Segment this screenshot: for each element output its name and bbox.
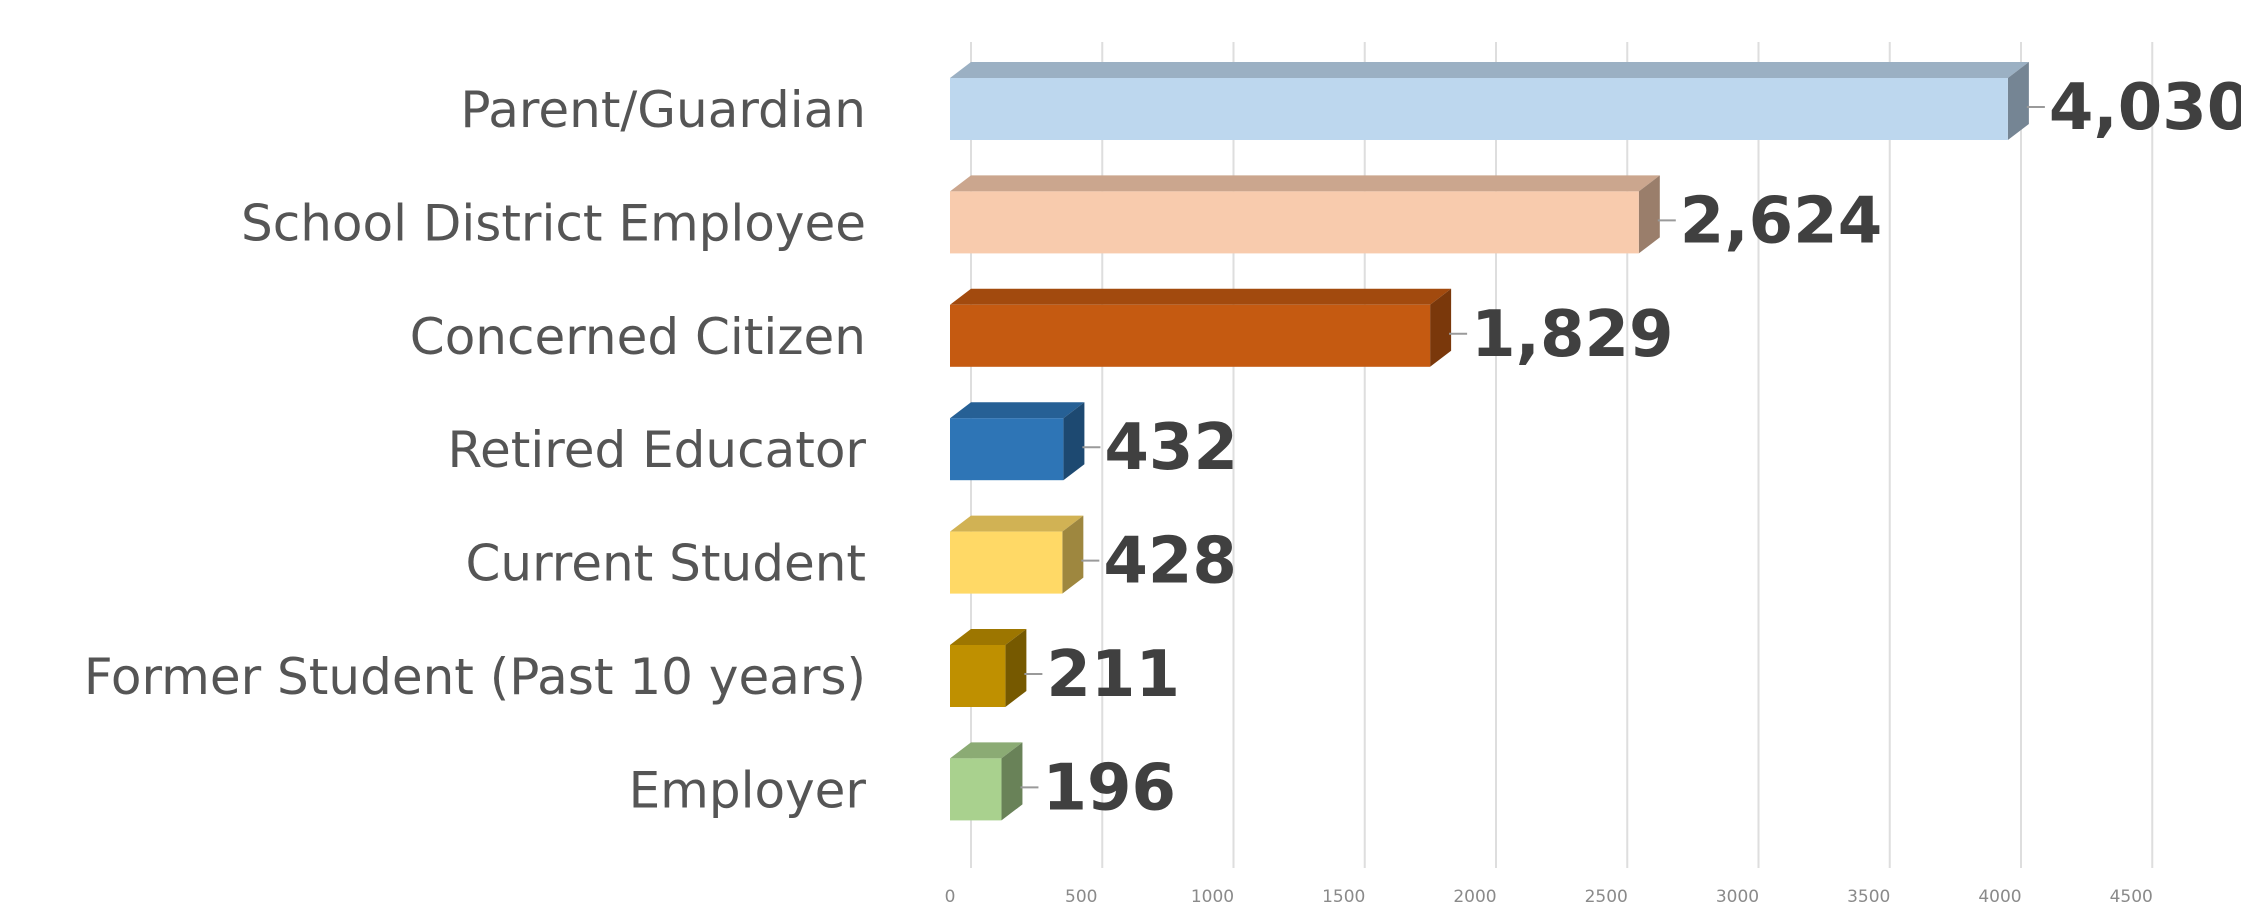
value-label: 428 [1103, 525, 1237, 599]
x-tick-label: 4000 [1978, 887, 2021, 907]
category-label: Former Student (Past 10 years) [84, 648, 866, 706]
category-label: Current Student [465, 535, 866, 593]
bar-top-face [950, 629, 1027, 645]
bar [950, 402, 1085, 481]
category-label: Retired Educator [447, 421, 866, 479]
x-axis-ticks: 0 500 1000 1500 2000 2500 3000 3500 4000 4500 [945, 887, 2153, 907]
bar-top-face [950, 62, 2029, 78]
bar-end-face [1001, 742, 1023, 821]
bar [950, 175, 1660, 254]
category-label: Employer [629, 761, 867, 819]
x-tick-label: 1000 [1191, 887, 1234, 907]
category-labels: Parent/Guardian School District Employee C… [84, 81, 867, 819]
x-tick-label: 4500 [2110, 887, 2153, 907]
category-label: Parent/Guardian [460, 81, 866, 139]
bar-front-face [950, 418, 1064, 481]
bar-end-face [1430, 288, 1452, 367]
bar [950, 62, 2029, 140]
x-tick-label: 3500 [1847, 887, 1890, 907]
bar [950, 629, 1027, 707]
x-tick-label: 2000 [1453, 887, 1496, 907]
bar-top-face [950, 288, 1452, 305]
bar-front-face [950, 531, 1063, 594]
value-label: 1,829 [1471, 298, 1673, 372]
bar-front-face [950, 191, 1639, 254]
category-label: School District Employee [241, 194, 866, 252]
x-tick-label: 500 [1065, 887, 1097, 907]
value-label: 4,030 [2049, 71, 2241, 145]
bar-front-face [950, 758, 1002, 821]
bar-top-face [950, 742, 1023, 759]
bar-end-face [1062, 515, 1084, 594]
value-label: 211 [1046, 638, 1180, 712]
value-label: 432 [1104, 411, 1238, 485]
value-label: 196 [1042, 751, 1176, 825]
bar-end-face [1638, 175, 1660, 254]
bar-end-face [1063, 402, 1085, 481]
bar-top-face [950, 515, 1084, 532]
x-tick-label: 1500 [1322, 887, 1365, 907]
bar-front-face [950, 304, 1431, 367]
bar-front-face [950, 78, 2008, 140]
bar-end-face [2007, 62, 2029, 140]
bar-top-face [950, 175, 1660, 192]
x-tick-label: 3000 [1716, 887, 1759, 907]
x-tick-label: 0 [945, 887, 956, 907]
value-label: 2,624 [1680, 184, 1882, 258]
bar-front-face [950, 645, 1006, 707]
bars [950, 62, 2029, 821]
bar [950, 515, 1084, 594]
bar [950, 742, 1023, 821]
bar-top-face [950, 402, 1085, 419]
x-tick-label: 2500 [1585, 887, 1628, 907]
bar [950, 288, 1452, 367]
category-label: Concerned Citizen [410, 308, 866, 366]
bar-end-face [1005, 629, 1027, 707]
